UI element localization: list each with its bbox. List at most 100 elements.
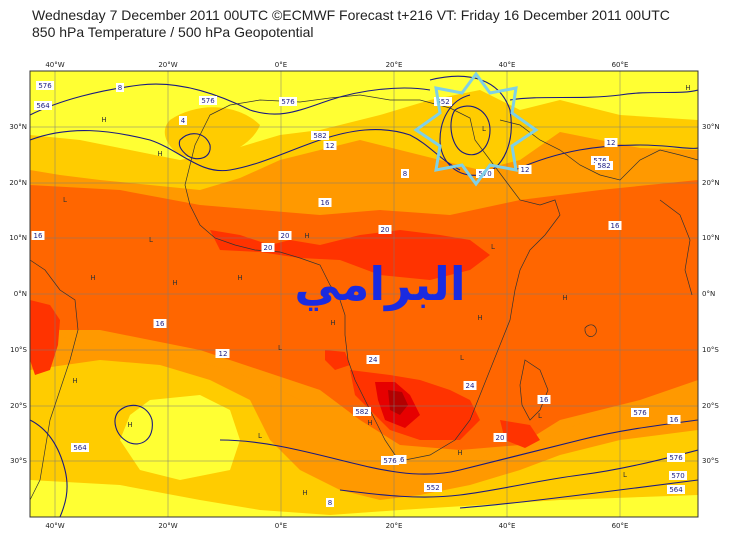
graticule (30, 71, 698, 517)
temp-label-box (261, 243, 275, 252)
lat-label-left: 0°N (14, 290, 27, 298)
lon-label-top: 20°E (386, 61, 403, 69)
india-coast (659, 199, 693, 296)
geopotential-label-box (353, 407, 371, 416)
temp-label: 16 (396, 456, 405, 464)
geopotential-label: 564 (73, 444, 87, 452)
geopotential-label-box (631, 408, 649, 417)
temp-label: 20 (264, 244, 273, 252)
lon-label-bottom: 40°E (499, 522, 516, 530)
pressure-mark: H (101, 116, 106, 124)
temp-label-box (179, 116, 187, 125)
pressure-mark: L (149, 236, 153, 244)
pressure-mark: L (623, 471, 627, 479)
temperature-field (30, 71, 698, 517)
temp-label: 20 (496, 434, 505, 442)
temp-band-tropical (30, 180, 698, 450)
pressure-mark: L (538, 412, 542, 420)
geopotential-label-box (311, 131, 329, 140)
temp-label: 16 (611, 222, 620, 230)
temp-label-box (366, 355, 380, 364)
temp-label: 12 (607, 139, 616, 147)
temp-label-box (493, 433, 507, 442)
geo-labels: 5765645765825765705765525765645525825705… (34, 81, 687, 494)
temp-label-box (518, 165, 532, 174)
lat-label-right: 0°N (702, 290, 715, 298)
pressure-mark: L (482, 125, 486, 133)
geopotential-label: 576 (669, 454, 683, 462)
forecast-subtitle: 850 hPa Temperature / 500 hPa Geopotenti… (32, 24, 314, 40)
temp-label-box (604, 138, 618, 147)
pressure-mark: H (302, 489, 307, 497)
island-contour (584, 324, 597, 337)
madagascar-coast (519, 359, 549, 421)
temp-label: 12 (326, 142, 335, 150)
pressure-mark: H (685, 84, 690, 92)
geopotential-label-box (667, 453, 685, 462)
south-america-coast (30, 259, 79, 501)
geopotential-label: 582 (313, 132, 326, 140)
geopotential-label: 582 (355, 408, 368, 416)
temp-patch-west-coast (325, 350, 350, 370)
lon-label-bottom: 40°W (45, 522, 64, 530)
temp-label: 4 (181, 117, 186, 125)
temp-label-box (278, 231, 292, 240)
temp-label: 20 (381, 226, 390, 234)
geopotential-label: 576 (281, 98, 295, 106)
temp-label: 8 (328, 499, 332, 507)
geopotential-label: 564 (36, 102, 50, 110)
geopotential-label: 582 (597, 162, 610, 170)
geopotential-label: 570 (671, 472, 684, 480)
temp-band-south-edge (30, 480, 698, 517)
geopotential-label: 564 (669, 486, 683, 494)
arabic-overlay-text: البرامي (294, 257, 465, 311)
pressure-mark: H (157, 150, 162, 158)
geopotential-label: 576 (633, 409, 647, 417)
temp-label: 8 (118, 84, 122, 92)
lon-label-bottom: 60°E (612, 522, 629, 530)
temp-label: 16 (156, 320, 165, 328)
lon-label-top: 60°E (612, 61, 629, 69)
temp-label: 16 (321, 199, 330, 207)
axis-left: 30°N 20°N 10°N 0°N 10°S 20°S 30°S (9, 123, 27, 465)
temp-label: 20 (281, 232, 290, 240)
geopotential-label-box (71, 443, 89, 452)
geopotential-label: 576 (383, 457, 397, 465)
temp-label: 12 (521, 166, 530, 174)
pressure-mark: H (457, 449, 462, 457)
pressure-mark: H (304, 232, 309, 240)
lon-label-top: 40°E (499, 61, 516, 69)
geopotential-label-box (381, 456, 399, 465)
temp-label-box (323, 141, 337, 150)
arabia-coast (499, 119, 698, 181)
temp-label: 24 (369, 356, 378, 364)
geopotential-label-box (36, 81, 54, 90)
pressure-mark: L (460, 354, 464, 362)
geopotential-label-box (667, 485, 685, 494)
map-frame (29, 70, 699, 518)
lon-label-bottom: 20°W (158, 522, 177, 530)
temp-band-south-cool (120, 395, 240, 480)
geopotential-label-box (591, 156, 609, 165)
temp-patch-brazil (30, 300, 60, 375)
pressure-mark: H (330, 319, 335, 327)
geopotential-label-box (595, 161, 613, 170)
temp-labels: 1216202416202420128162012161681612164812 (31, 83, 681, 507)
star-overlay (413, 71, 539, 187)
temp-label-box (378, 225, 392, 234)
pressure-mark: H (562, 294, 567, 302)
temp-label-box (667, 415, 681, 424)
geopotential-label-box (424, 483, 442, 492)
geopotential-label-box (434, 97, 452, 106)
pressure-mark: L (278, 344, 282, 352)
temp-label-box (318, 198, 332, 207)
temp-label: 12 (219, 350, 228, 358)
temp-label: 24 (466, 382, 475, 390)
temp-label: 8 (403, 170, 407, 178)
geopotential-label-box (279, 97, 297, 106)
lon-label-bottom: 20°E (386, 522, 403, 530)
lon-label-bottom: 0°E (275, 522, 287, 530)
lat-label-right: 10°S (702, 346, 719, 354)
lat-label-right: 10°N (702, 234, 720, 242)
geopotential-label: 552 (436, 98, 449, 106)
